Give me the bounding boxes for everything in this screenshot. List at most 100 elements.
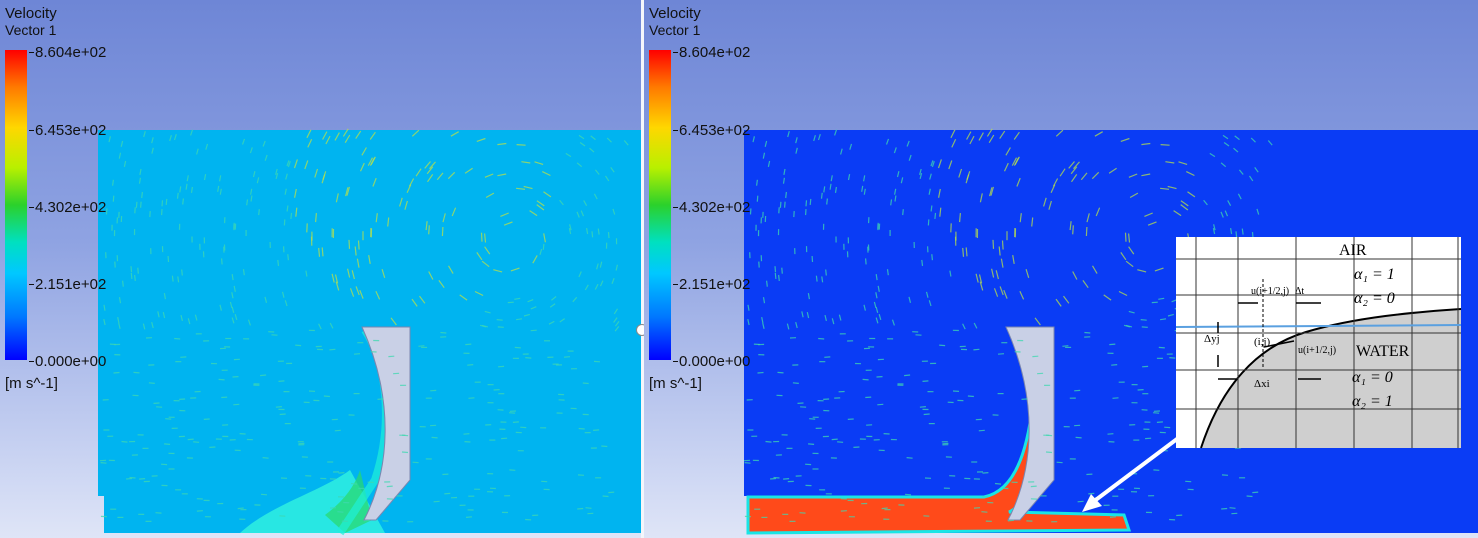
- velocity-vector: [354, 246, 357, 256]
- velocity-vector: [536, 200, 545, 207]
- velocity-vector: [569, 224, 572, 231]
- velocity-vector: [294, 188, 297, 198]
- velocity-vector: [1048, 200, 1052, 210]
- velocity-vector: [1128, 246, 1135, 255]
- velocity-vector: [122, 280, 124, 287]
- velocity-vector: [162, 311, 166, 319]
- velocity-vector: [921, 259, 924, 266]
- velocity-vector: [284, 300, 288, 307]
- velocity-vector: [100, 462, 107, 464]
- free-surface-line: [1175, 324, 1462, 328]
- velocity-vector: [1241, 228, 1244, 235]
- velocity-vector: [180, 314, 183, 322]
- velocity-vector: [536, 204, 545, 211]
- velocity-vector: [559, 318, 566, 323]
- velocity-vector: [1111, 364, 1118, 366]
- velocity-vector: [118, 297, 122, 304]
- velocity-vector: [969, 135, 975, 145]
- velocity-vector: [509, 412, 516, 414]
- velocity-vector: [1103, 294, 1112, 301]
- velocity-vector: [334, 274, 339, 284]
- velocity-vector: [1003, 289, 1008, 299]
- velocity-vector: [862, 378, 869, 381]
- interface-curve: [1200, 308, 1462, 449]
- velocity-vector: [1128, 233, 1131, 243]
- velocity-vector: [252, 171, 256, 178]
- velocity-vector: [931, 254, 933, 261]
- velocity-vector: [1156, 421, 1163, 423]
- velocity-vector: [353, 353, 361, 355]
- velocity-vector: [1187, 191, 1196, 198]
- inset-u-top: u(i+1/2,j): [1251, 286, 1289, 297]
- velocity-vector: [306, 129, 312, 139]
- velocity-vector: [908, 154, 912, 161]
- velocity-vector: [878, 314, 882, 321]
- velocity-vector: [875, 317, 879, 324]
- velocity-vector: [1030, 485, 1037, 488]
- velocity-vector: [290, 212, 293, 219]
- inset-grid: [1176, 237, 1461, 448]
- velocity-vector: [978, 274, 983, 284]
- velocity-vector: [1075, 436, 1082, 439]
- velocity-vector: [823, 186, 826, 193]
- velocity-vector: [307, 139, 313, 148]
- velocity-vector: [399, 197, 403, 207]
- velocity-vector: [1071, 174, 1078, 183]
- inset-label-air: AIR: [1339, 242, 1367, 259]
- velocity-vector: [834, 129, 838, 136]
- velocity-vector: [939, 207, 942, 217]
- velocity-vector: [747, 318, 750, 326]
- velocity-vector: [885, 138, 890, 145]
- velocity-vector: [418, 345, 425, 347]
- inset-alpha-water-2: α₂ = 1: [1352, 393, 1393, 410]
- velocity-vector: [1055, 129, 1064, 137]
- velocity-vector: [133, 371, 140, 374]
- velocity-vector: [998, 246, 1001, 256]
- velocity-vector: [1107, 433, 1114, 435]
- velocity-vector: [744, 462, 751, 464]
- velocity-vector: [821, 276, 824, 283]
- left-velocity-vectors: [99, 128, 629, 523]
- velocity-vector: [359, 162, 365, 172]
- velocity-vector: [594, 283, 599, 290]
- velocity-vector: [757, 371, 764, 374]
- velocity-vector: [345, 187, 349, 197]
- velocity-vector: [234, 314, 238, 321]
- velocity-vector: [476, 137, 486, 142]
- velocity-vector: [500, 212, 509, 217]
- velocity-vector: [919, 172, 923, 180]
- velocity-vector: [951, 139, 957, 148]
- velocity-vector: [193, 441, 200, 443]
- velocity-vector: [231, 292, 234, 299]
- velocity-vector: [496, 319, 503, 321]
- velocity-vector: [264, 154, 268, 161]
- velocity-vector: [831, 318, 835, 325]
- velocity-vector: [256, 177, 260, 184]
- velocity-vector: [551, 296, 557, 301]
- velocity-vector: [875, 274, 878, 281]
- velocity-vector: [988, 134, 995, 144]
- velocity-vector: [165, 198, 168, 205]
- velocity-vector: [411, 298, 418, 307]
- velocity-vector: [450, 131, 459, 137]
- velocity-vector: [585, 507, 592, 509]
- velocity-vector: [246, 199, 249, 206]
- velocity-vector: [601, 445, 608, 448]
- velocity-vector: [774, 266, 777, 273]
- velocity-vector: [1045, 451, 1053, 454]
- velocity-vector: [359, 289, 364, 299]
- velocity-vector: [1227, 200, 1232, 206]
- right-subtitle: Vector 1: [649, 22, 701, 38]
- velocity-vector: [425, 221, 428, 231]
- velocity-vector: [1073, 161, 1080, 170]
- velocity-vector: [583, 200, 588, 206]
- velocity-vector: [250, 195, 253, 202]
- velocity-vector: [923, 413, 930, 416]
- velocity-vector: [584, 284, 589, 291]
- velocity-vector: [596, 263, 599, 270]
- velocity-vector: [1221, 507, 1228, 510]
- velocity-vector: [247, 319, 251, 326]
- velocity-vector: [258, 209, 260, 216]
- velocity-vector: [1158, 297, 1165, 300]
- velocity-vector: [233, 403, 240, 406]
